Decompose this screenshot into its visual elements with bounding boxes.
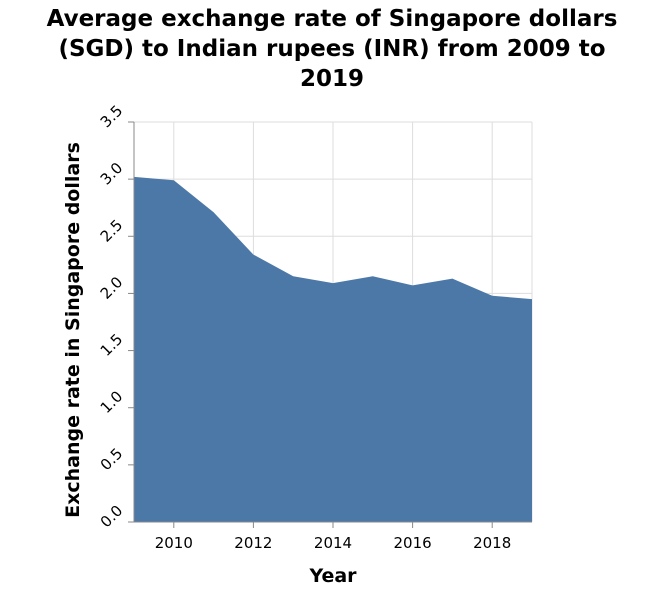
y-tick-label: 2.5 (97, 216, 127, 246)
y-tick-label: 3.5 (97, 102, 127, 132)
chart-title-line-3: 2019 (299, 66, 364, 92)
x-tick-label: 2010 (155, 534, 193, 552)
y-tick-label: 0.5 (97, 445, 127, 475)
x-tick-label: 2012 (234, 534, 272, 552)
y-tick-label: 2.0 (97, 273, 127, 303)
y-tick-label: 1.5 (97, 330, 127, 360)
axis-layer (128, 121, 532, 528)
x-axis-title: Year (308, 565, 357, 587)
y-tick-label: 0.0 (97, 502, 127, 532)
y-axis-title: Exchange rate in Singapore dollars (62, 142, 84, 518)
area-layer (133, 176, 533, 522)
chart-title: Average exchange rate of Singapore dolla… (0, 4, 664, 94)
chart-title-line-2: (SGD) to Indian rupees (INR) from 2009 t… (58, 36, 606, 62)
x-tick-label: 2014 (314, 534, 352, 552)
x-tick-label: 2018 (473, 534, 511, 552)
x-tick-label: 2016 (394, 534, 432, 552)
y-tick-label: 1.0 (97, 387, 127, 417)
y-tick-label: 3.0 (97, 159, 127, 189)
area-series (134, 176, 532, 522)
chart-title-line-1: Average exchange rate of Singapore dolla… (46, 6, 618, 32)
